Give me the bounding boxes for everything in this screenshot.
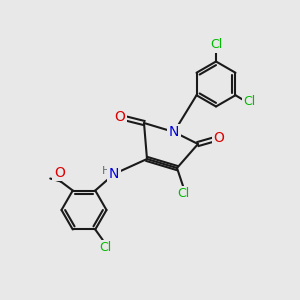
Text: N: N (109, 167, 119, 181)
Text: N: N (169, 125, 179, 139)
Text: H: H (102, 166, 111, 176)
Text: Cl: Cl (100, 241, 112, 254)
Text: O: O (54, 166, 65, 179)
Text: Cl: Cl (243, 95, 255, 108)
Text: Cl: Cl (177, 187, 189, 200)
Text: Cl: Cl (210, 38, 222, 52)
Text: O: O (214, 131, 224, 145)
Text: O: O (115, 110, 125, 124)
